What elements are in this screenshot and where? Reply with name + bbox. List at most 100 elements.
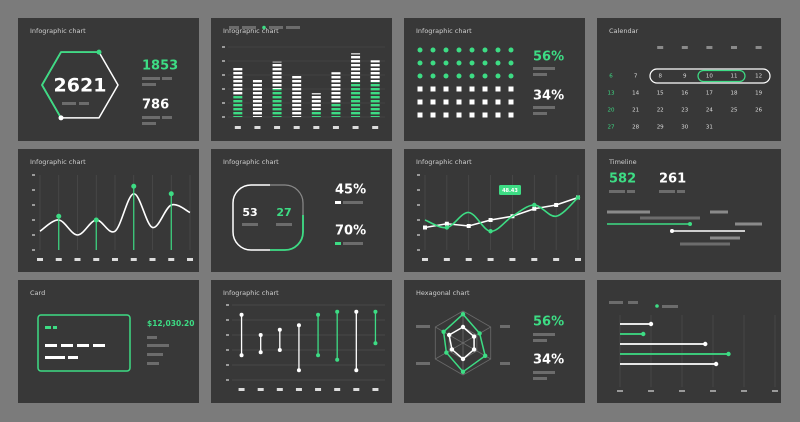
placeholder [334, 388, 341, 391]
bar-segment [331, 72, 341, 103]
placeholder [335, 201, 341, 204]
placeholder [465, 258, 472, 261]
placeholder [533, 67, 555, 70]
dot [417, 73, 423, 79]
dot [482, 60, 488, 66]
point [532, 202, 537, 208]
placeholder [142, 77, 160, 80]
label: 53 [242, 206, 257, 219]
label: 1853 [142, 59, 178, 74]
bar-end [648, 321, 654, 327]
placeholder [662, 305, 678, 308]
placeholder [553, 258, 560, 261]
point [575, 195, 581, 200]
bar-end [703, 341, 708, 347]
placeholder [755, 46, 762, 49]
label: 18 [731, 91, 738, 97]
bar-segment [233, 96, 243, 117]
range-high [316, 312, 321, 317]
ring-highlight [270, 215, 304, 251]
label: 34% [533, 353, 564, 368]
range-highlight [697, 69, 746, 83]
dot [456, 60, 462, 66]
bar-segment [272, 89, 282, 117]
point [554, 203, 559, 207]
dot [456, 73, 462, 79]
dot [443, 60, 449, 66]
placeholder [68, 356, 78, 359]
placeholder [609, 301, 623, 304]
placeholder [416, 362, 430, 365]
placeholder [147, 336, 157, 339]
label: 16 [681, 91, 688, 97]
radar-point [444, 350, 449, 355]
bar-segment [370, 82, 380, 117]
dot [508, 86, 514, 92]
dot [495, 73, 501, 79]
placeholder [313, 126, 320, 129]
week-highlight [649, 68, 771, 84]
placeholder [706, 46, 713, 49]
placeholder [229, 26, 239, 29]
placeholder [112, 258, 118, 261]
bar-segment [292, 75, 302, 117]
label: 28 [632, 125, 639, 131]
dot [495, 112, 501, 118]
range-high [277, 327, 282, 332]
placeholder [254, 126, 261, 129]
dot [482, 112, 488, 118]
bar-segment [351, 82, 361, 117]
placeholder [45, 344, 57, 347]
label: 20 [608, 108, 615, 114]
placeholder [45, 356, 65, 359]
label: $12,030.20 [147, 319, 194, 328]
dot [417, 99, 423, 105]
label: Infographic chart [223, 289, 279, 297]
line [39, 192, 191, 236]
placeholder [295, 388, 302, 391]
placeholder [315, 388, 322, 391]
radar-point [460, 356, 466, 362]
range-low [335, 357, 340, 362]
panel [18, 149, 199, 272]
placeholder [142, 83, 156, 86]
dot [508, 73, 514, 79]
dot [495, 99, 501, 105]
range-low [316, 353, 321, 358]
placeholder [162, 77, 172, 80]
placeholder [533, 112, 547, 115]
dot [430, 112, 436, 118]
dot [456, 47, 462, 53]
placeholder [293, 126, 300, 129]
dot [469, 86, 475, 92]
placeholder [242, 223, 258, 226]
panel [597, 280, 781, 403]
label: 17 [706, 91, 713, 97]
range-low [258, 350, 263, 355]
bar-segment [252, 79, 262, 117]
hexagon-dot [96, 49, 102, 55]
bar-segment [351, 53, 361, 82]
dot [430, 86, 436, 92]
label: 23 [681, 108, 688, 114]
placeholder [168, 258, 175, 261]
dot [430, 47, 436, 53]
placeholder [609, 190, 625, 193]
dot [456, 99, 462, 105]
label: 12 [755, 74, 762, 80]
hexagon-highlight [41, 51, 99, 119]
bar-segment [331, 103, 341, 117]
bar-segment [272, 61, 282, 89]
stem-dot [93, 217, 99, 223]
placeholder [147, 353, 163, 356]
point [488, 229, 493, 234]
placeholder [55, 258, 62, 261]
dot [508, 99, 514, 105]
panel [404, 149, 585, 272]
placeholder [353, 388, 360, 391]
dot [469, 73, 475, 79]
label: Infographic chart [416, 27, 472, 35]
radar-point [477, 331, 482, 336]
label: 2621 [54, 75, 107, 97]
